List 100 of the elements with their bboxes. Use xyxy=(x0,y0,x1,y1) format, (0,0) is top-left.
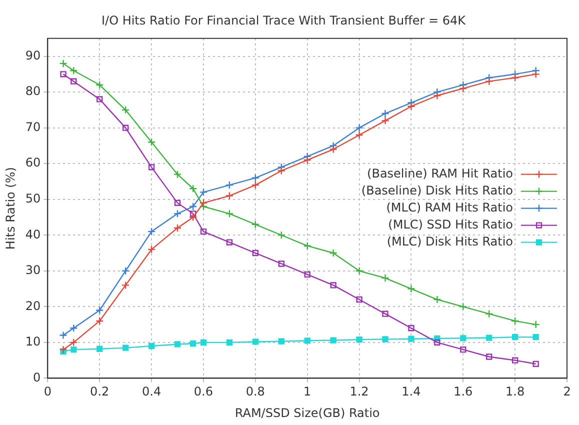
y-tick-label: 20 xyxy=(25,298,41,313)
point xyxy=(188,202,198,211)
point xyxy=(59,345,68,354)
point xyxy=(303,242,312,250)
point xyxy=(512,357,518,364)
point xyxy=(59,59,68,68)
point xyxy=(330,282,336,288)
x-tick-label: 0.4 xyxy=(142,384,162,399)
point xyxy=(96,346,103,352)
point xyxy=(408,336,414,342)
point xyxy=(251,174,260,182)
y-tick-label: 10 xyxy=(25,334,41,349)
point xyxy=(148,342,155,350)
y-tick-label: 70 xyxy=(25,120,41,134)
point xyxy=(174,200,181,206)
point xyxy=(122,344,129,351)
point xyxy=(70,324,78,332)
point xyxy=(407,284,416,293)
point xyxy=(225,192,234,200)
point xyxy=(278,260,284,267)
legend-label: (Baseline) Disk Hits Ratio xyxy=(361,183,513,198)
point xyxy=(173,170,182,178)
y-tick-label: 0 xyxy=(33,370,41,384)
point xyxy=(277,231,286,240)
point xyxy=(532,70,540,78)
point xyxy=(70,78,77,84)
x-axis-title: RAM/SSD Size(GB) Ratio xyxy=(234,406,380,420)
legend-label: (MLC) RAM Hits Ratio xyxy=(386,200,513,214)
point xyxy=(303,156,312,164)
point xyxy=(532,320,540,329)
point xyxy=(433,92,442,100)
point xyxy=(200,228,207,235)
point xyxy=(356,296,362,303)
point xyxy=(121,106,130,114)
point xyxy=(226,239,233,246)
point xyxy=(460,346,466,353)
point xyxy=(252,338,258,345)
point xyxy=(174,341,181,348)
point xyxy=(199,198,208,208)
point xyxy=(60,71,66,78)
point xyxy=(355,130,364,140)
point xyxy=(382,310,388,317)
point xyxy=(70,338,78,347)
point xyxy=(381,116,390,125)
y-axis-title: Hits Ratio (%) xyxy=(3,167,18,250)
x-tick-label: 0 xyxy=(44,384,52,399)
chart-title: I/O Hits Ratio For Financial Trace With Transient Buffer = 64K xyxy=(101,13,467,28)
x-tick-label: 2 xyxy=(563,384,571,399)
x-tick-label: 1.8 xyxy=(506,384,525,399)
y-tick-label: 50 xyxy=(25,191,41,206)
y-tick-label: 40 xyxy=(25,227,41,242)
point xyxy=(381,109,390,118)
point xyxy=(330,337,336,344)
legend-label: (MLC) Disk Hits Ratio xyxy=(386,234,513,248)
x-tick-label: 1 xyxy=(304,384,312,399)
point xyxy=(96,96,103,102)
point xyxy=(173,210,182,218)
point xyxy=(433,295,442,304)
point xyxy=(407,102,416,110)
point xyxy=(188,213,198,222)
point xyxy=(486,354,492,360)
point xyxy=(252,250,258,256)
point xyxy=(408,325,414,332)
point xyxy=(485,310,494,318)
point xyxy=(96,306,104,314)
point xyxy=(460,335,466,342)
point xyxy=(382,336,388,342)
point xyxy=(356,336,362,343)
legend-label: (Baseline) RAM Hit Ratio xyxy=(367,166,513,180)
point xyxy=(355,124,364,132)
point xyxy=(304,271,310,278)
point xyxy=(510,74,520,82)
point xyxy=(148,164,155,170)
point xyxy=(96,80,104,89)
x-tick-label: 1.2 xyxy=(350,384,369,399)
point xyxy=(532,360,539,367)
y-tick-label: 90 xyxy=(25,48,41,62)
point xyxy=(70,66,78,75)
point xyxy=(278,338,284,344)
point xyxy=(121,281,130,290)
legend-label: (MLC) SSD Hits Ratio xyxy=(388,217,513,232)
point xyxy=(329,145,338,154)
point xyxy=(225,210,234,218)
point xyxy=(532,334,539,340)
point xyxy=(70,346,77,353)
point xyxy=(200,339,207,346)
x-tick-label: 0.6 xyxy=(194,384,214,399)
point xyxy=(147,227,156,236)
point xyxy=(485,77,494,86)
x-tick-label: 0.2 xyxy=(90,384,110,399)
point xyxy=(122,124,129,131)
point xyxy=(226,339,233,346)
point xyxy=(190,210,196,217)
point xyxy=(121,266,130,275)
point xyxy=(381,274,390,282)
point xyxy=(510,316,520,326)
point xyxy=(96,316,104,326)
point xyxy=(459,84,468,93)
y-tick-label: 80 xyxy=(25,84,41,98)
point xyxy=(147,245,156,254)
